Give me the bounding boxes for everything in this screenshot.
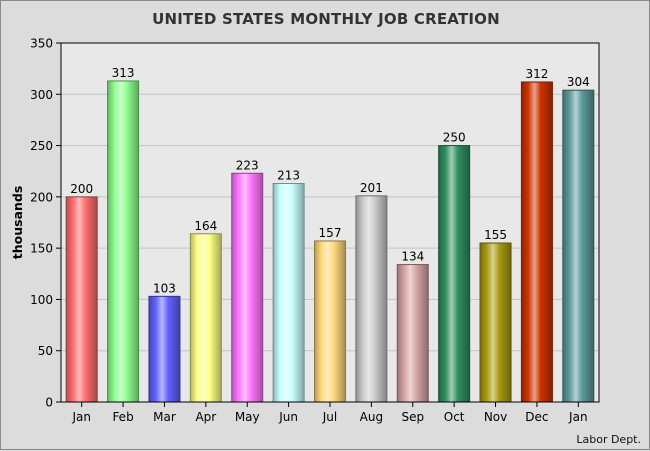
x-tick-label: Dec [525,410,548,424]
data-label: 164 [194,219,217,233]
bar [355,195,388,403]
data-label: 250 [443,131,466,145]
bar [520,81,553,403]
bar [148,295,181,403]
x-tick-label: May [235,410,260,424]
x-tick-label: Nov [484,410,507,424]
data-label: 312 [525,67,548,81]
bar [189,233,222,403]
bar [65,196,98,403]
data-label: 313 [112,66,135,80]
bar [231,172,264,403]
data-label: 103 [153,281,176,295]
data-label: 213 [277,169,300,183]
data-label: 201 [360,181,383,195]
bar [107,80,140,403]
data-label: 134 [401,250,424,264]
y-tick-label: 100 [30,293,53,307]
bar [479,242,512,403]
y-tick-label: 300 [30,88,53,102]
y-tick-label: 250 [30,139,53,153]
x-tick-label: Mar [153,410,176,424]
x-tick-label: Feb [112,410,133,424]
data-label: 304 [567,75,590,89]
y-tick-label: 350 [30,37,53,51]
y-tick-label: 50 [38,344,53,358]
bar [314,240,346,403]
x-tick-label: Apr [195,410,216,424]
data-label: 223 [236,158,259,172]
x-tick-label: Sep [401,410,424,424]
x-tick-label: Jan [568,410,588,424]
bar [438,145,471,403]
x-tick-label: Jun [278,410,298,424]
x-tick-label: Jan [71,410,91,424]
x-tick-label: Aug [360,410,383,424]
data-label: 155 [484,228,507,242]
x-tick-label: Jul [322,410,337,424]
bar [272,183,305,403]
y-tick-label: 150 [30,242,53,256]
x-tick-label: Oct [444,410,465,424]
y-axis-label: thousands [10,186,25,260]
data-label: 200 [70,182,93,196]
source-note: Labor Dept. [576,433,641,446]
y-tick-label: 0 [45,396,53,410]
bar [396,264,429,403]
y-tick-label: 200 [30,190,53,204]
plot-border [60,42,600,403]
data-label: 157 [319,226,342,240]
chart-title: UNITED STATES MONTHLY JOB CREATION [152,10,500,28]
bar [562,89,595,403]
